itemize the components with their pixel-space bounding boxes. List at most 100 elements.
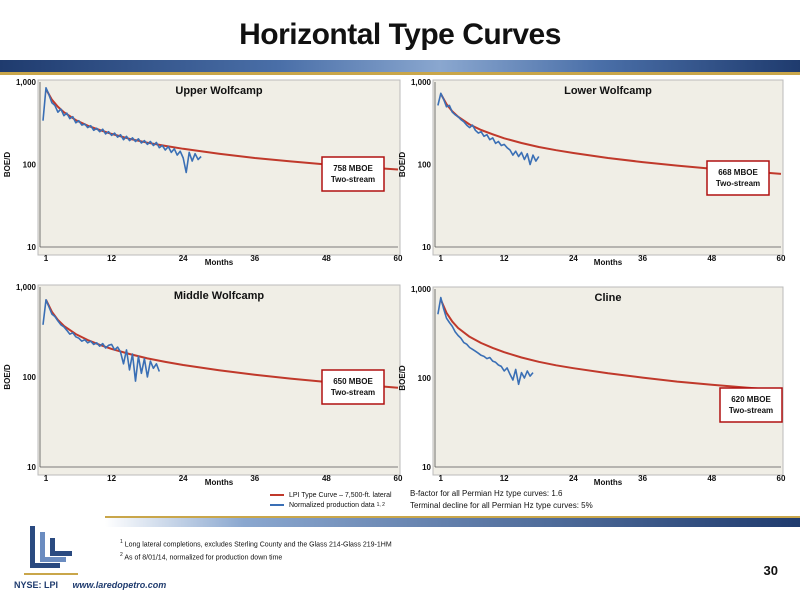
curve-notes: B-factor for all Permian Hz type curves:… (410, 488, 593, 512)
eur-annotation-text: Two-stream (331, 388, 375, 397)
y-tick-label: 10 (422, 243, 431, 252)
x-tick-label: 48 (322, 474, 331, 483)
company-logo (24, 526, 78, 575)
x-tick-label: 12 (107, 254, 116, 263)
eur-annotation-text: 650 MBOE (333, 377, 373, 386)
chart-plot-area (432, 286, 784, 476)
page-number: 30 (763, 563, 778, 578)
footnote-1: 1 Long lateral completions, excludes Ste… (120, 537, 392, 550)
bfactor-note: B-factor for all Permian Hz type curves:… (410, 489, 563, 498)
footer-band (105, 518, 800, 527)
eur-annotation-text: Two-stream (331, 175, 375, 184)
footer-ticker: NYSE: LPI (14, 580, 59, 590)
footnote-1-text: Long lateral completions, excludes Sterl… (124, 541, 392, 549)
y-tick-label: 100 (23, 161, 37, 170)
legend: LPI Type Curve – 7,500-ft. lateral Norma… (270, 490, 392, 510)
eur-annotation-box (321, 156, 385, 192)
x-tick-label: 24 (179, 474, 188, 483)
legend-footnote-ref: 1, 2 (376, 502, 385, 508)
x-tick-label: 1 (439, 474, 444, 483)
x-axis-label: Months (205, 478, 234, 487)
footnote-2-number: 2 (120, 552, 123, 559)
footer: NYSE: LPI www.laredopetro.com (14, 580, 166, 590)
x-tick-label: 60 (394, 474, 403, 483)
y-tick-label: 100 (23, 373, 37, 382)
type-curve-line (45, 88, 399, 171)
eur-annotation-text: 758 MBOE (333, 164, 373, 173)
slide-title: Horizontal Type Curves (239, 18, 561, 51)
production-data-line (42, 87, 202, 174)
type-curve-line (439, 299, 782, 392)
eur-annotation-text: Two-stream (729, 406, 773, 415)
eur-annotation-box (321, 369, 385, 405)
x-tick-label: 48 (322, 254, 331, 263)
x-tick-label: 12 (500, 474, 509, 483)
x-tick-label: 24 (569, 254, 578, 263)
eur-annotation-box (719, 387, 783, 423)
production-data-line (42, 298, 161, 382)
y-axis-label: BOE/D (398, 152, 407, 178)
production-data-line (437, 92, 540, 166)
y-tick-label: 100 (418, 161, 432, 170)
eur-annotation-text: 668 MBOE (718, 168, 758, 177)
eur-annotation-text: 620 MBOE (731, 395, 771, 404)
chart-panel-4: 10 100 1,000 1 12 24 36 48 60 Months BOE/D Cline 620… (398, 285, 786, 487)
x-axis-label: Months (205, 258, 234, 267)
x-tick-label: 36 (250, 474, 259, 483)
terminal-decline-note: Terminal decline for all Permian Hz type… (410, 501, 593, 510)
x-tick-label: 60 (777, 474, 786, 483)
y-tick-label: 10 (27, 243, 36, 252)
x-tick-label: 48 (707, 474, 716, 483)
y-axis-label: BOE/D (398, 365, 407, 391)
footnotes: 1 Long lateral completions, excludes Ste… (120, 537, 392, 564)
x-tick-label: 1 (44, 474, 49, 483)
eur-annotation-text: Two-stream (716, 179, 760, 188)
x-tick-label: 60 (777, 254, 786, 263)
x-tick-label: 1 (44, 254, 49, 263)
chart-title: Lower Wolfcamp (564, 85, 652, 97)
x-tick-label: 1 (439, 254, 444, 263)
legend-item-normalized: Normalized production data 1, 2 (270, 500, 392, 510)
y-tick-label: 100 (418, 374, 432, 383)
x-tick-label: 12 (500, 254, 509, 263)
legend-swatch-type-curve (270, 494, 284, 496)
chart-panel-1: 10 100 1,000 1 12 24 36 48 60 Months BOE/D Upper Wo… (3, 78, 403, 267)
legend-label-normalized: Normalized production data (289, 501, 375, 509)
x-tick-label: 60 (394, 254, 403, 263)
footer-accent-line (105, 516, 800, 518)
legend-swatch-normalized (270, 504, 284, 506)
x-tick-label: 36 (638, 254, 647, 263)
footnote-2-text: As of 8/01/14, normalized for production… (124, 554, 283, 562)
y-tick-label: 10 (422, 463, 431, 472)
chart-title: Cline (595, 292, 622, 304)
chart-title: Upper Wolfcamp (175, 85, 262, 97)
y-tick-label: 1,000 (16, 283, 37, 292)
x-tick-label: 24 (569, 474, 578, 483)
x-tick-label: 24 (179, 254, 188, 263)
header-band (0, 60, 800, 72)
x-tick-label: 36 (638, 474, 647, 483)
eur-annotation-box (706, 160, 770, 196)
legend-item-type-curve: LPI Type Curve – 7,500-ft. lateral (270, 490, 392, 500)
chart-title: Middle Wolfcamp (174, 290, 265, 302)
chart-panel-3: 10 100 1,000 1 12 24 36 48 60 Months BOE/D Middle W… (3, 283, 403, 487)
x-axis-label: Months (594, 478, 623, 487)
chart-panel-2: 10 100 1,000 1 12 24 36 48 60 Months BOE/D Lower Wo… (398, 78, 786, 267)
production-data-line (437, 296, 534, 386)
y-tick-label: 10 (27, 463, 36, 472)
x-tick-label: 48 (707, 254, 716, 263)
y-axis-label: BOE/D (3, 364, 12, 390)
footnote-2: 2 As of 8/01/14, normalized for producti… (120, 550, 392, 563)
y-axis-label: BOE/D (3, 152, 12, 178)
legend-label-type-curve: LPI Type Curve – 7,500-ft. lateral (289, 491, 392, 499)
x-tick-label: 36 (250, 254, 259, 263)
footnote-1-number: 1 (120, 539, 123, 545)
header-accent-line (0, 72, 800, 75)
y-tick-label: 1,000 (411, 285, 432, 294)
y-tick-label: 1,000 (411, 78, 432, 87)
footer-url[interactable]: www.laredopetro.com (72, 580, 167, 590)
x-tick-label: 12 (107, 474, 116, 483)
y-tick-label: 1,000 (16, 78, 37, 87)
x-axis-label: Months (594, 258, 623, 267)
